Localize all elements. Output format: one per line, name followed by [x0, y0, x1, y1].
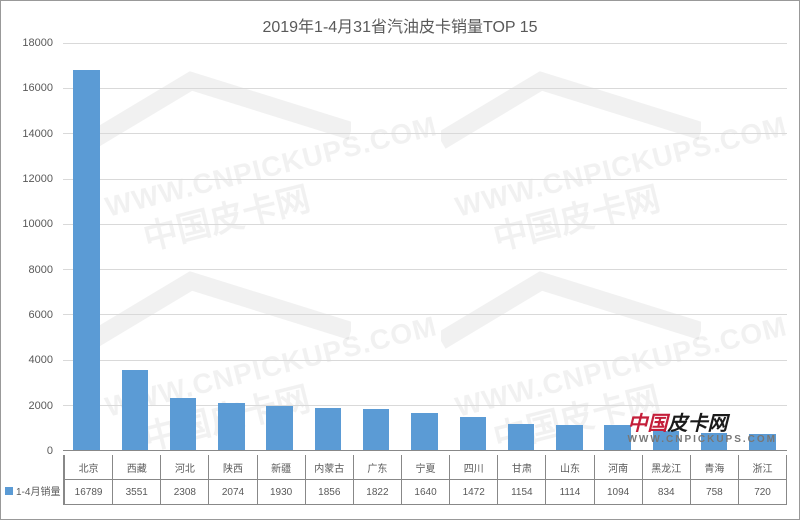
category-cell: 青海 — [690, 455, 738, 479]
bar — [749, 434, 775, 450]
value-cell: 2074 — [208, 480, 256, 504]
y-axis: 0200040006000800010000120001400016000180… — [1, 43, 59, 451]
category-cell: 河南 — [594, 455, 642, 479]
legend-marker-icon — [5, 487, 13, 495]
plot-area — [63, 43, 787, 451]
category-cell: 宁夏 — [401, 455, 449, 479]
value-cell: 1114 — [545, 480, 593, 504]
y-tick-label: 8000 — [29, 264, 53, 276]
bar-slot — [546, 43, 594, 450]
y-tick-label: 0 — [47, 445, 53, 457]
bar — [701, 433, 727, 450]
series-legend: 1-4月销量 — [5, 478, 61, 503]
y-tick-label: 16000 — [22, 82, 53, 94]
chart-title: 2019年1-4月31省汽油皮卡销量TOP 15 — [1, 1, 799, 37]
bar-slot — [63, 43, 111, 450]
category-cell: 新疆 — [257, 455, 305, 479]
value-cell: 16789 — [64, 480, 112, 504]
value-cell: 1930 — [257, 480, 305, 504]
y-tick-label: 10000 — [22, 218, 53, 230]
bar — [218, 403, 244, 450]
bar — [170, 398, 196, 450]
bar — [556, 425, 582, 450]
bar-slot — [594, 43, 642, 450]
y-tick-label: 12000 — [22, 173, 53, 185]
category-cell: 山东 — [545, 455, 593, 479]
bar — [122, 370, 148, 450]
category-cell: 黑龙江 — [642, 455, 690, 479]
y-tick-label: 6000 — [29, 309, 53, 321]
bar-slot — [497, 43, 545, 450]
bar — [508, 424, 534, 450]
value-cell: 2308 — [160, 480, 208, 504]
bar — [411, 413, 437, 450]
bar-slot — [111, 43, 159, 450]
bar-slot — [208, 43, 256, 450]
bar-slot — [304, 43, 352, 450]
bar-slot — [353, 43, 401, 450]
y-tick-label: 14000 — [22, 128, 53, 140]
bars-row — [63, 43, 787, 450]
value-cell: 758 — [690, 480, 738, 504]
y-tick-label: 4000 — [29, 354, 53, 366]
category-cell: 四川 — [449, 455, 497, 479]
bar-slot — [160, 43, 208, 450]
bar — [363, 409, 389, 450]
bar — [460, 417, 486, 450]
bar — [73, 70, 99, 450]
value-row: 1678935512308207419301856182216401472115… — [64, 479, 786, 504]
category-row: 北京西藏河北陕西新疆内蒙古广东宁夏四川甘肃山东河南黑龙江青海浙江 — [64, 455, 786, 479]
value-cell: 720 — [738, 480, 786, 504]
bar-slot — [642, 43, 690, 450]
value-cell: 834 — [642, 480, 690, 504]
value-cell: 1640 — [401, 480, 449, 504]
category-cell: 河北 — [160, 455, 208, 479]
bar — [266, 406, 292, 450]
category-cell: 陕西 — [208, 455, 256, 479]
bar-slot — [401, 43, 449, 450]
bar-slot — [256, 43, 304, 450]
category-cell: 浙江 — [738, 455, 786, 479]
value-cell: 1154 — [497, 480, 545, 504]
bar-slot — [739, 43, 787, 450]
category-cell: 广东 — [353, 455, 401, 479]
data-table: 北京西藏河北陕西新疆内蒙古广东宁夏四川甘肃山东河南黑龙江青海浙江16789355… — [63, 455, 787, 505]
category-cell: 西藏 — [112, 455, 160, 479]
value-cell: 1856 — [305, 480, 353, 504]
bar — [315, 408, 341, 450]
y-tick-label: 2000 — [29, 400, 53, 412]
value-cell: 1094 — [594, 480, 642, 504]
bar-slot — [449, 43, 497, 450]
bar-slot — [690, 43, 738, 450]
category-cell: 甘肃 — [497, 455, 545, 479]
y-tick-label: 18000 — [22, 37, 53, 49]
bar — [653, 431, 679, 450]
category-cell: 北京 — [64, 455, 112, 479]
category-cell: 内蒙古 — [305, 455, 353, 479]
value-cell: 3551 — [112, 480, 160, 504]
chart-container: 2019年1-4月31省汽油皮卡销量TOP 15 WWW.CNPICKUPS.C… — [0, 0, 800, 520]
value-cell: 1472 — [449, 480, 497, 504]
value-cell: 1822 — [353, 480, 401, 504]
series-name-label: 1-4月销量 — [16, 483, 60, 498]
bar — [604, 425, 630, 450]
